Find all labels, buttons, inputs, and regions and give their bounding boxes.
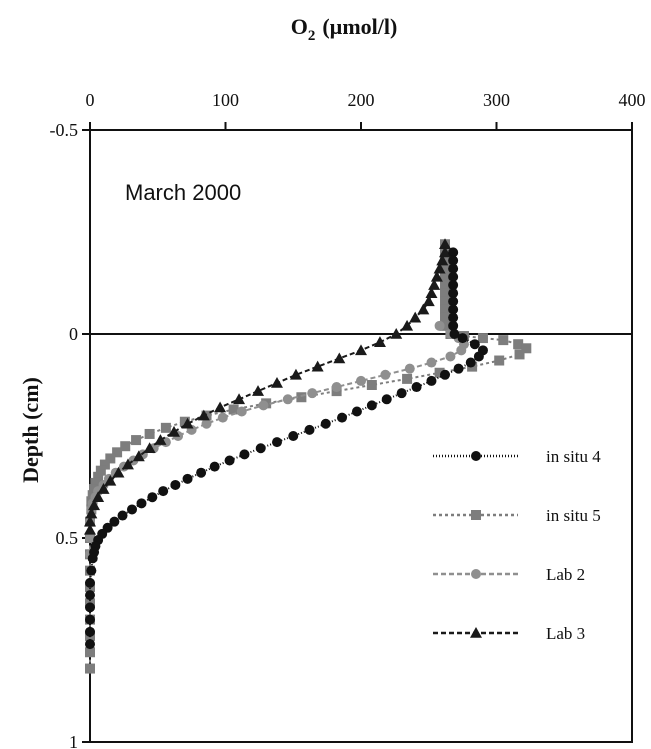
data-point-in-situ-4 xyxy=(272,437,282,447)
data-point-in-situ-4 xyxy=(183,474,193,484)
data-point-lab-2 xyxy=(456,345,466,355)
data-point-in-situ-4 xyxy=(136,498,146,508)
data-point-in-situ-4 xyxy=(85,602,95,612)
y-tick-label: 1 xyxy=(69,732,78,749)
data-point-in-situ-4 xyxy=(367,400,377,410)
data-point-in-situ-4 xyxy=(337,413,347,423)
y-tick-label: 0.5 xyxy=(56,528,79,548)
data-point-lab-2 xyxy=(218,413,228,423)
legend-label: Lab 2 xyxy=(546,565,585,584)
legend-label: in situ 4 xyxy=(546,447,601,466)
x-axis-title-main: O xyxy=(291,14,308,39)
data-point-lab-2 xyxy=(332,382,342,392)
data-point-in-situ-4 xyxy=(239,449,249,459)
data-point-in-situ-4 xyxy=(85,627,95,637)
legend-label: Lab 3 xyxy=(546,624,585,643)
data-point-in-situ-4 xyxy=(474,351,484,361)
data-point-in-situ-4 xyxy=(85,578,95,588)
data-point-in-situ-4 xyxy=(352,407,362,417)
data-point-in-situ-4 xyxy=(426,376,436,386)
data-point-in-situ-4 xyxy=(470,339,480,349)
data-point-in-situ-4 xyxy=(454,364,464,374)
data-point-lab-2 xyxy=(380,370,390,380)
data-point-in-situ-4 xyxy=(170,480,180,490)
data-point-lab-2 xyxy=(237,407,247,417)
data-point-lab-2 xyxy=(258,400,268,410)
data-point-in-situ-4 xyxy=(466,358,476,368)
data-point-lab-2 xyxy=(445,351,455,361)
data-point-lab-2 xyxy=(356,376,366,386)
y-axis-title: Depth (cm) xyxy=(18,377,43,483)
data-point-in-situ-5 xyxy=(498,335,508,345)
x-axis-title-units: (µmol/l) xyxy=(322,14,397,39)
data-point-lab-2 xyxy=(426,358,436,368)
x-tick-label: 0 xyxy=(86,90,95,110)
data-point-in-situ-5 xyxy=(145,429,155,439)
data-point-in-situ-4 xyxy=(85,590,95,600)
data-point-in-situ-5 xyxy=(296,392,306,402)
data-point-in-situ-5 xyxy=(515,349,525,359)
data-point-in-situ-4 xyxy=(210,462,220,472)
data-point-in-situ-5 xyxy=(131,435,141,445)
x-tick-label: 400 xyxy=(619,90,646,110)
data-point-in-situ-4 xyxy=(458,333,468,343)
x-tick-label: 100 xyxy=(212,90,239,110)
x-tick-label: 200 xyxy=(348,90,375,110)
data-point-in-situ-4 xyxy=(88,553,98,563)
x-tick-label: 300 xyxy=(483,90,510,110)
legend-swatch-marker xyxy=(471,569,481,579)
data-point-lab-2 xyxy=(405,364,415,374)
data-point-in-situ-5 xyxy=(478,333,488,343)
legend-label: in situ 5 xyxy=(546,506,601,525)
data-point-lab-2 xyxy=(283,394,293,404)
legend-swatch-marker xyxy=(471,510,481,520)
y-tick-label: 0 xyxy=(69,324,78,344)
data-point-in-situ-4 xyxy=(158,486,168,496)
data-point-in-situ-4 xyxy=(305,425,315,435)
data-point-in-situ-4 xyxy=(147,492,157,502)
data-point-in-situ-4 xyxy=(127,504,137,514)
data-point-in-situ-4 xyxy=(85,615,95,625)
x-axis-title-subscript: 2 xyxy=(308,28,316,44)
data-point-in-situ-5 xyxy=(85,664,95,674)
data-point-in-situ-4 xyxy=(86,566,96,576)
data-point-in-situ-4 xyxy=(440,370,450,380)
data-point-in-situ-4 xyxy=(225,455,235,465)
data-point-lab-2 xyxy=(435,321,445,331)
data-point-in-situ-5 xyxy=(402,374,412,384)
data-point-in-situ-4 xyxy=(256,443,266,453)
data-point-in-situ-4 xyxy=(397,388,407,398)
data-point-in-situ-4 xyxy=(85,639,95,649)
data-point-in-situ-5 xyxy=(161,423,171,433)
data-point-in-situ-4 xyxy=(382,394,392,404)
data-point-in-situ-4 xyxy=(288,431,298,441)
data-point-in-situ-4 xyxy=(412,382,422,392)
data-point-in-situ-5 xyxy=(367,380,377,390)
data-point-lab-2 xyxy=(307,388,317,398)
chart-title: March 2000 xyxy=(125,180,241,205)
y-tick-label: -0.5 xyxy=(50,120,79,140)
legend-swatch-marker xyxy=(471,451,481,461)
data-point-in-situ-4 xyxy=(118,511,128,521)
data-point-in-situ-4 xyxy=(196,468,206,478)
data-point-in-situ-4 xyxy=(321,419,331,429)
data-point-in-situ-5 xyxy=(494,356,504,366)
